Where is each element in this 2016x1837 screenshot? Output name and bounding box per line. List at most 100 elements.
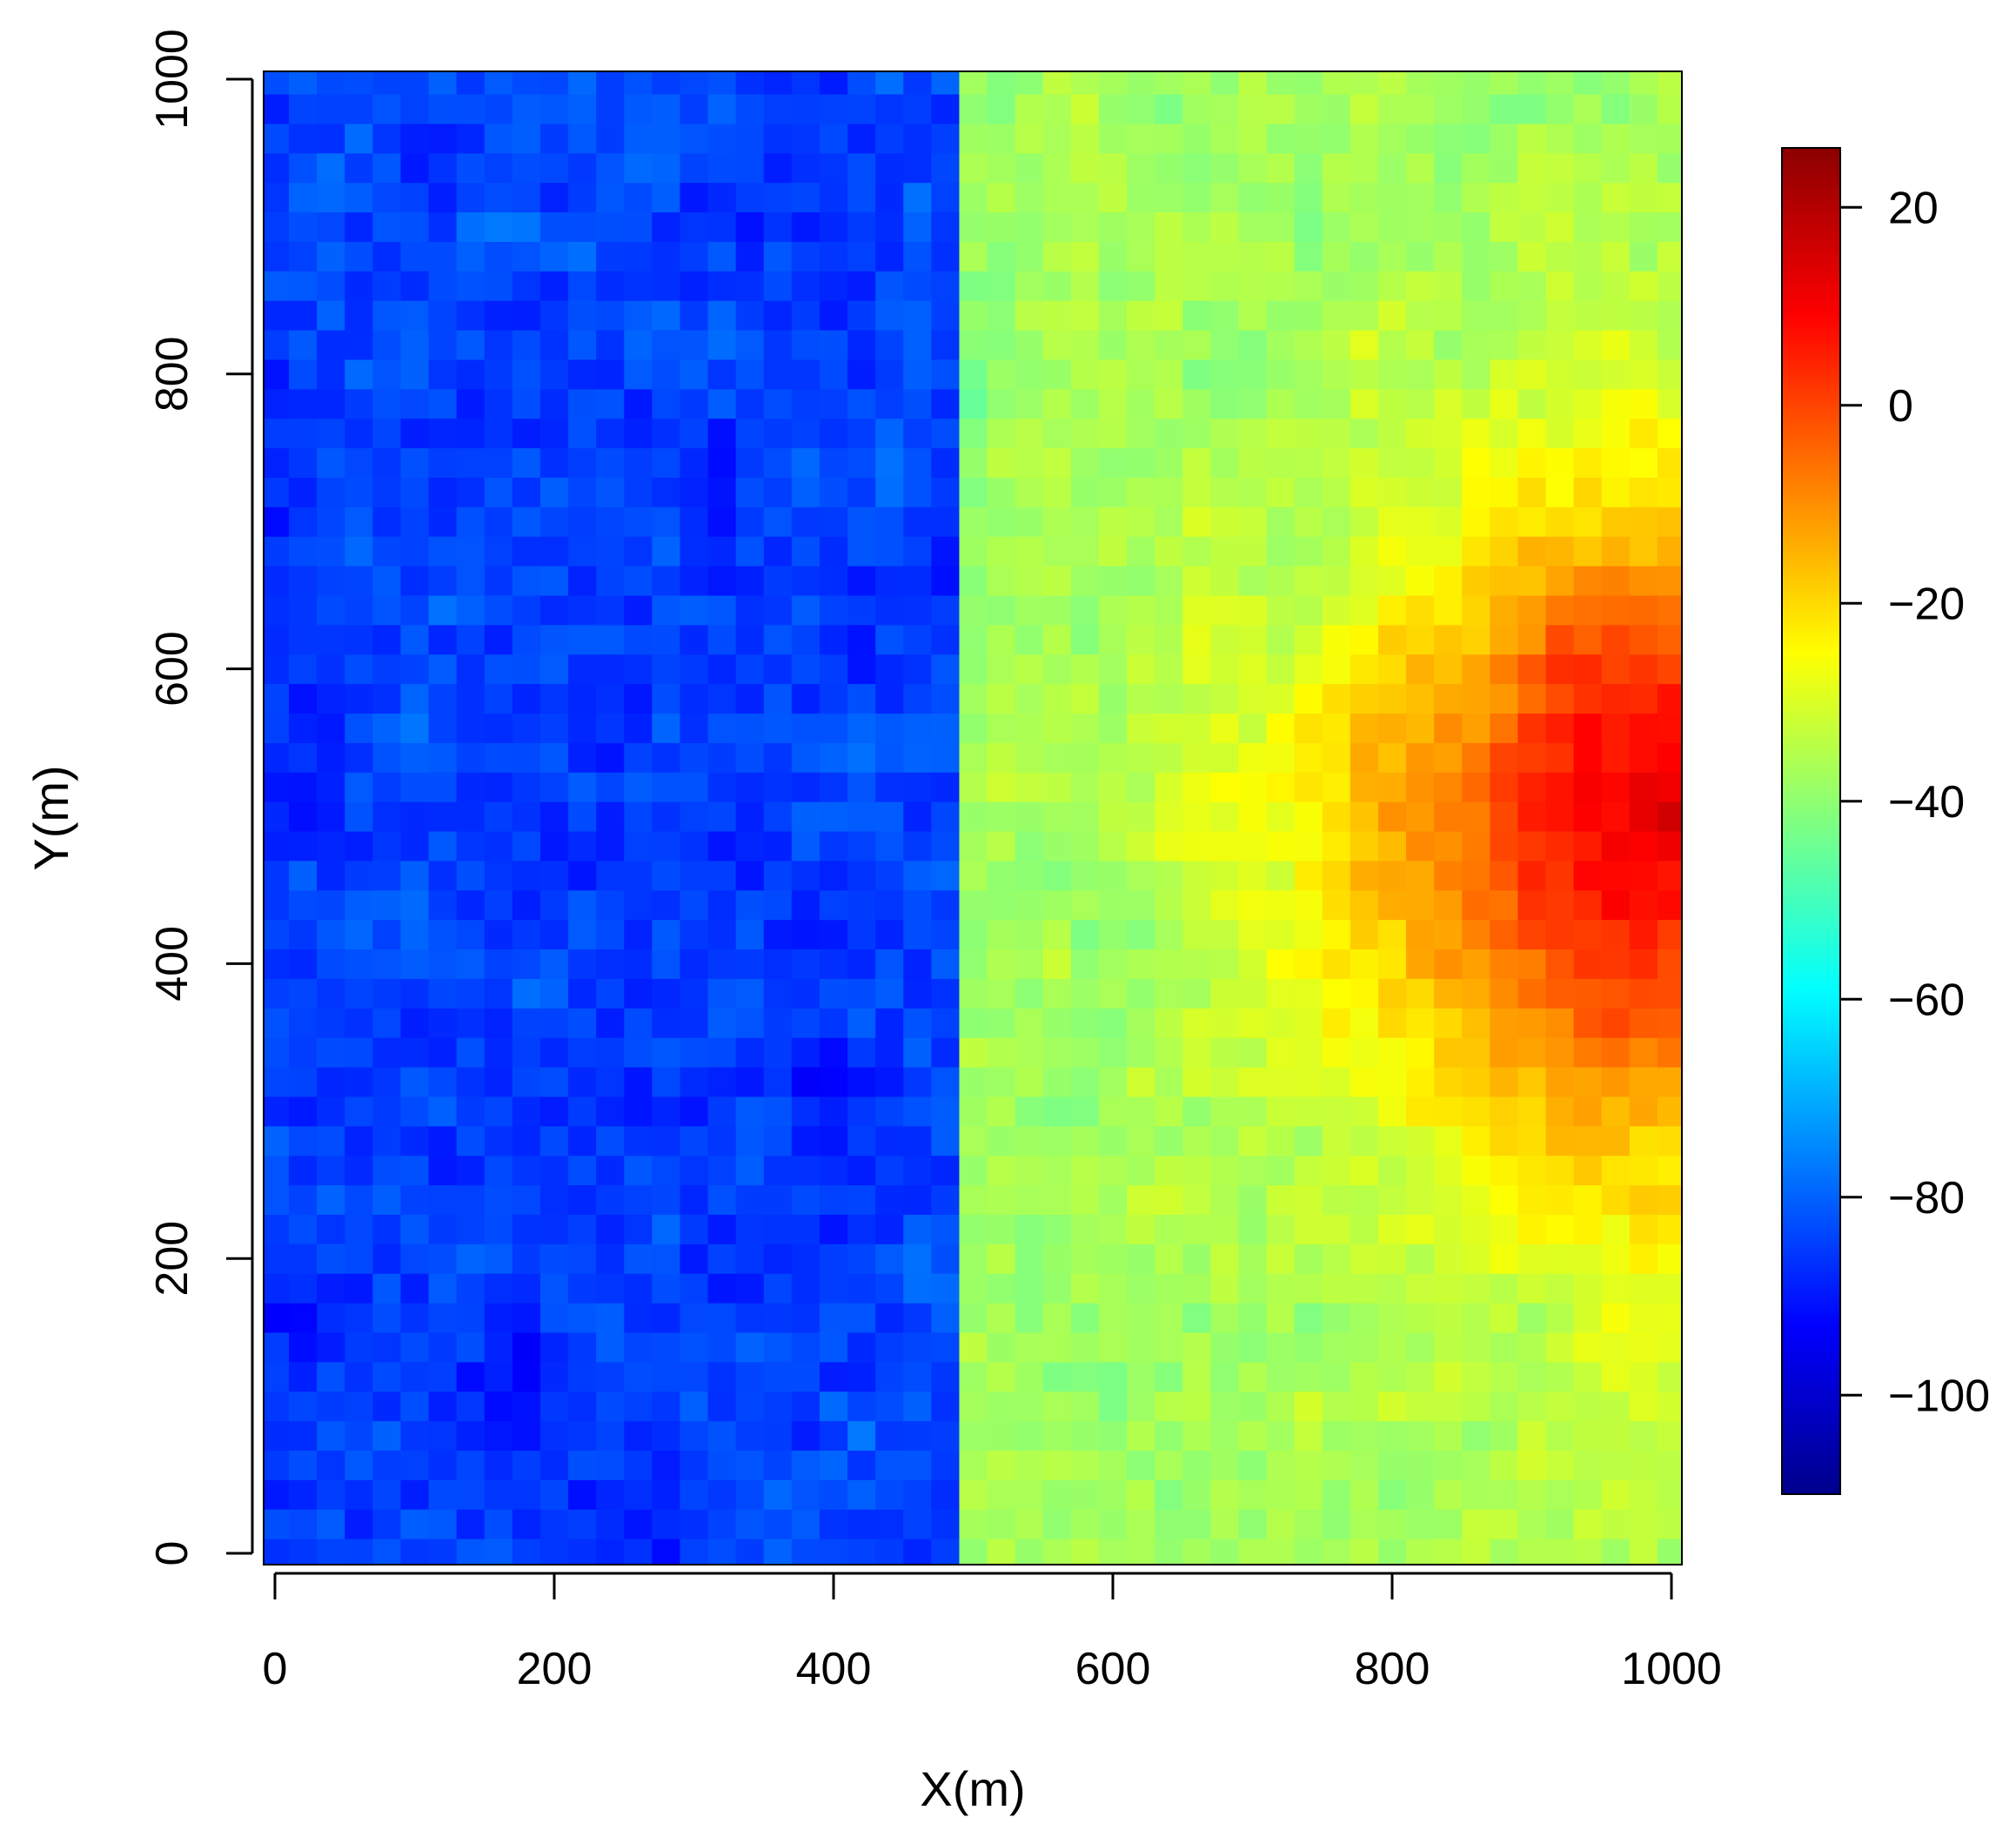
- heatmap-cell: [1601, 683, 1631, 714]
- heatmap-cell: [1601, 359, 1631, 390]
- heatmap-cell: [763, 447, 793, 478]
- heatmap-cell: [1657, 329, 1683, 360]
- heatmap-cell: [1042, 152, 1072, 184]
- heatmap-cell: [1462, 624, 1490, 655]
- heatmap-cell: [568, 447, 597, 478]
- heatmap-cell: [1322, 1155, 1351, 1186]
- heatmap-cell: [1517, 1450, 1547, 1480]
- heatmap-cell: [652, 300, 681, 331]
- heatmap-cell: [317, 654, 345, 685]
- heatmap-cell: [1155, 1155, 1183, 1186]
- colorbar-tick-label: −80: [1888, 1173, 1965, 1224]
- heatmap-cell: [1350, 713, 1379, 743]
- heatmap-cell: [763, 1391, 793, 1422]
- heatmap-cell: [931, 1450, 961, 1480]
- heatmap-cell: [1406, 1420, 1435, 1451]
- heatmap-cell: [1182, 1066, 1211, 1097]
- heatmap-cell: [1350, 1214, 1379, 1244]
- heatmap-cell: [428, 152, 458, 184]
- heatmap-cell: [1098, 801, 1128, 832]
- heatmap-cell: [680, 300, 709, 331]
- heatmap-cell: [1266, 1096, 1296, 1127]
- heatmap-cell: [1322, 624, 1351, 655]
- heatmap-cell: [1490, 978, 1519, 1009]
- heatmap-cell: [763, 536, 793, 567]
- heatmap-cell: [400, 182, 430, 213]
- heatmap-cell: [1350, 123, 1379, 154]
- heatmap-cell: [791, 624, 820, 655]
- heatmap-cell: [624, 1509, 653, 1539]
- heatmap-cell: [456, 1155, 486, 1186]
- heatmap-cell: [624, 919, 653, 950]
- heatmap-cell: [903, 1420, 932, 1451]
- heatmap-cell: [264, 329, 290, 360]
- heatmap-cell: [345, 566, 373, 596]
- heatmap-cell: [680, 1008, 709, 1038]
- heatmap-cell: [596, 152, 625, 184]
- heatmap-cell: [680, 1125, 709, 1157]
- heatmap-cell: [596, 949, 625, 979]
- heatmap-cell: [568, 123, 597, 154]
- heatmap-cell: [1350, 152, 1379, 184]
- heatmap-cell: [875, 654, 904, 685]
- heatmap-cell: [707, 1096, 737, 1127]
- heatmap-cell: [1350, 1244, 1379, 1274]
- heatmap-cell: [903, 624, 932, 655]
- heatmap-cell: [1462, 1155, 1490, 1186]
- heatmap-cell: [512, 1037, 541, 1068]
- heatmap-cell: [1127, 949, 1155, 979]
- heatmap-cell: [1350, 889, 1379, 921]
- heatmap-cell: [1601, 300, 1631, 331]
- heatmap-cell: [317, 1184, 345, 1215]
- heatmap-cell: [680, 1361, 709, 1392]
- heatmap-cell: [763, 624, 793, 655]
- heatmap-cell: [1490, 654, 1519, 685]
- heatmap-cell: [1573, 300, 1603, 331]
- heatmap-cell: [1210, 889, 1240, 921]
- heatmap-cell: [1434, 594, 1463, 626]
- heatmap-cell: [512, 830, 541, 862]
- heatmap-cell: [1350, 1391, 1379, 1422]
- heatmap-cell: [568, 1450, 597, 1480]
- heatmap-cell: [317, 889, 345, 921]
- heatmap-cell: [345, 1066, 373, 1097]
- x-tick-label: 800: [1355, 1644, 1430, 1694]
- heatmap-cell: [1406, 713, 1435, 743]
- heatmap-cell: [539, 1450, 569, 1480]
- heatmap-cell: [763, 919, 793, 950]
- heatmap-cell: [875, 594, 904, 626]
- heatmap-cell: [680, 1420, 709, 1451]
- heatmap-cell: [903, 1361, 932, 1392]
- heatmap-cell: [763, 978, 793, 1009]
- heatmap-cell: [596, 624, 625, 655]
- heatmap-cell: [484, 1184, 513, 1215]
- heatmap-cell: [735, 683, 765, 714]
- heatmap-cell: [763, 359, 793, 390]
- heatmap-cell: [372, 152, 402, 184]
- heatmap-cell: [1490, 536, 1519, 567]
- heatmap-cell: [539, 1539, 569, 1565]
- heatmap-cell: [1042, 1066, 1072, 1097]
- heatmap-cell: [652, 1244, 681, 1274]
- heatmap-cell: [1462, 93, 1490, 124]
- heatmap-cell: [372, 1184, 402, 1215]
- heatmap-cell: [484, 1539, 513, 1565]
- heatmap-cell: [707, 536, 737, 567]
- heatmap-cell: [1127, 713, 1155, 743]
- heatmap-cell: [1629, 1361, 1658, 1392]
- heatmap-cell: [484, 1155, 513, 1186]
- heatmap-cell: [1015, 211, 1044, 242]
- heatmap-cell: [372, 978, 402, 1009]
- heatmap-cell: [1266, 300, 1296, 331]
- heatmap-cell: [763, 506, 793, 537]
- heatmap-cell: [1098, 919, 1128, 950]
- heatmap-cell: [624, 1331, 653, 1363]
- heatmap-cell: [1517, 1037, 1547, 1068]
- heatmap-cell: [289, 271, 318, 301]
- heatmap-cell: [875, 271, 904, 301]
- heatmap-cell: [819, 182, 848, 213]
- heatmap-cell: [1434, 1008, 1463, 1038]
- heatmap-cell: [791, 152, 820, 184]
- heatmap-cell: [1155, 949, 1183, 979]
